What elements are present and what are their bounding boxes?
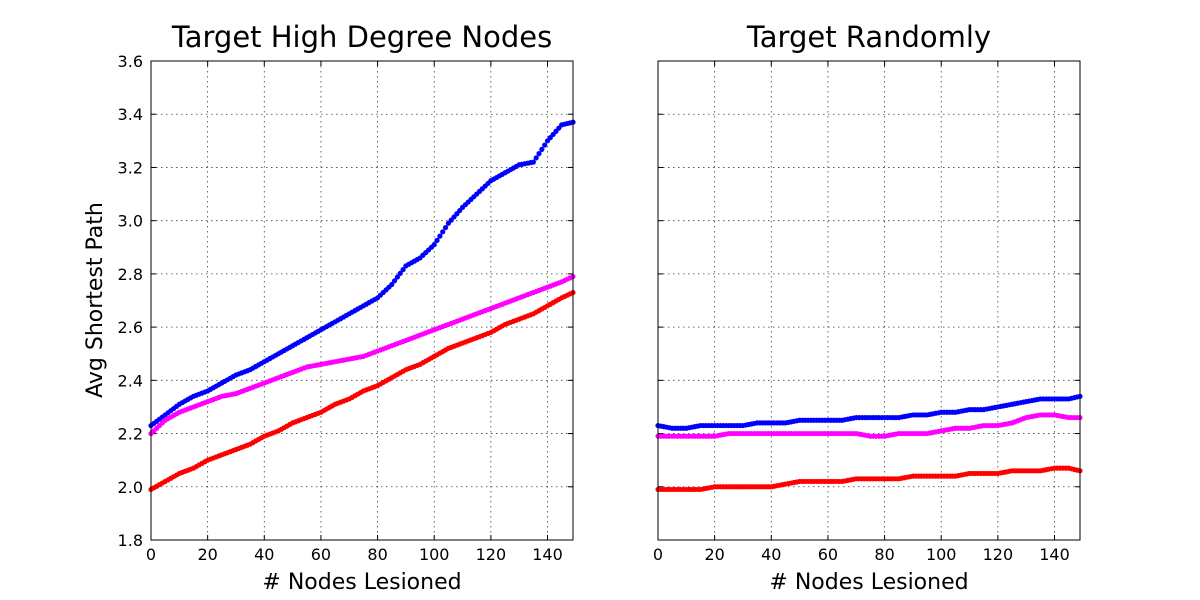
- panel-target-high-degree: Target High Degree Nodes 0 20 40 60 80 100 120…: [83, 20, 576, 595]
- x-tick-label: 0: [653, 545, 663, 564]
- chart-title: Target Randomly: [746, 20, 991, 54]
- data-point: [539, 146, 545, 152]
- plot-area-right: 0 20 40 60 80 100 120 140: [653, 60, 1083, 564]
- x-tick-label: 100: [926, 545, 957, 564]
- x-tick-label: 40: [254, 545, 274, 564]
- data-point: [530, 159, 536, 165]
- data-point: [533, 155, 539, 161]
- plot-area-left: 0 20 40 60 80 100 120 140 1.8 2.0 2.2 2.4 2.6 2.8 3.0 3…: [118, 52, 576, 564]
- y-tick-label: 3.2: [118, 158, 143, 177]
- data-point: [389, 281, 395, 288]
- y-tick-label: 3.6: [118, 52, 143, 71]
- data-point: [542, 142, 548, 148]
- data-point: [536, 151, 542, 157]
- x-tick-label: 40: [761, 545, 781, 564]
- y-tick-label: 3.0: [118, 212, 143, 231]
- y-tick-label: 2.2: [118, 425, 143, 444]
- series-2: [655, 465, 1083, 493]
- x-tick-label: 20: [704, 545, 724, 564]
- x-tick-label: 0: [146, 545, 156, 564]
- data-point: [400, 267, 406, 273]
- y-tick-label: 2.0: [118, 478, 143, 497]
- x-tick-label: 120: [476, 545, 507, 564]
- y-axis-label: Avg Shortest Path: [83, 202, 108, 398]
- x-tick-label: 60: [818, 545, 838, 564]
- data-point: [437, 233, 443, 239]
- x-axis-label: # Nodes Lesioned: [769, 570, 968, 595]
- y-tick-label: 2.6: [118, 318, 143, 337]
- x-tick-label: 140: [532, 545, 563, 564]
- x-axis-label: # Nodes Lesioned: [262, 570, 461, 595]
- data-point: [434, 237, 440, 243]
- x-tick-label: 20: [197, 545, 217, 564]
- series-1: [655, 412, 1083, 439]
- panel-target-randomly: Target Randomly 0 20 40 60 80 100 120 140 # Nod…: [653, 20, 1083, 595]
- y-tick-label: 1.8: [118, 531, 143, 550]
- data-point: [440, 229, 446, 235]
- x-tick-label: 100: [419, 545, 450, 564]
- data-point: [391, 278, 398, 284]
- series-0: [148, 119, 576, 429]
- data-point: [442, 224, 449, 231]
- data-point: [431, 242, 437, 248]
- series-0: [655, 393, 1083, 431]
- axes-frame: [150, 60, 574, 541]
- x-tick-label: 120: [983, 545, 1014, 564]
- y-tick-label: 3.4: [118, 105, 143, 124]
- y-tick-label: 2.8: [118, 265, 143, 284]
- chart-title: Target High Degree Nodes: [171, 20, 552, 54]
- x-tick-label: 80: [367, 545, 387, 564]
- axes-frame: [657, 60, 1081, 541]
- series-2: [148, 289, 576, 493]
- data-point: [397, 270, 403, 276]
- series-1: [148, 273, 576, 437]
- data-point: [394, 274, 400, 280]
- x-tick-label: 60: [311, 545, 331, 564]
- x-tick-label: 80: [874, 545, 894, 564]
- x-tick-label: 140: [1039, 545, 1070, 564]
- y-tick-label: 2.4: [118, 371, 143, 390]
